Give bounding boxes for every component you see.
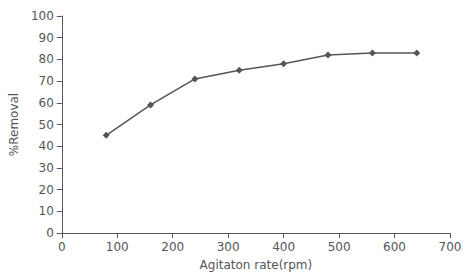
- svg-text:90: 90: [39, 31, 54, 45]
- svg-text:300: 300: [217, 240, 240, 254]
- svg-text:%Removal: %Removal: [7, 93, 21, 156]
- svg-text:0: 0: [58, 240, 66, 254]
- svg-text:20: 20: [39, 183, 54, 197]
- svg-text:100: 100: [31, 9, 54, 23]
- svg-text:400: 400: [272, 240, 295, 254]
- svg-text:500: 500: [328, 240, 351, 254]
- svg-text:70: 70: [39, 74, 54, 88]
- svg-text:50: 50: [39, 118, 54, 132]
- svg-text:40: 40: [39, 139, 54, 153]
- svg-text:30: 30: [39, 161, 54, 175]
- svg-text:600: 600: [383, 240, 406, 254]
- svg-text:10: 10: [39, 204, 54, 218]
- svg-text:60: 60: [39, 96, 54, 110]
- svg-text:200: 200: [161, 240, 184, 254]
- svg-text:100: 100: [106, 240, 129, 254]
- svg-text:700: 700: [439, 240, 462, 254]
- svg-text:0: 0: [46, 226, 54, 240]
- svg-text:Agitaton rate(rpm): Agitaton rate(rpm): [200, 258, 313, 272]
- svg-text:80: 80: [39, 52, 54, 66]
